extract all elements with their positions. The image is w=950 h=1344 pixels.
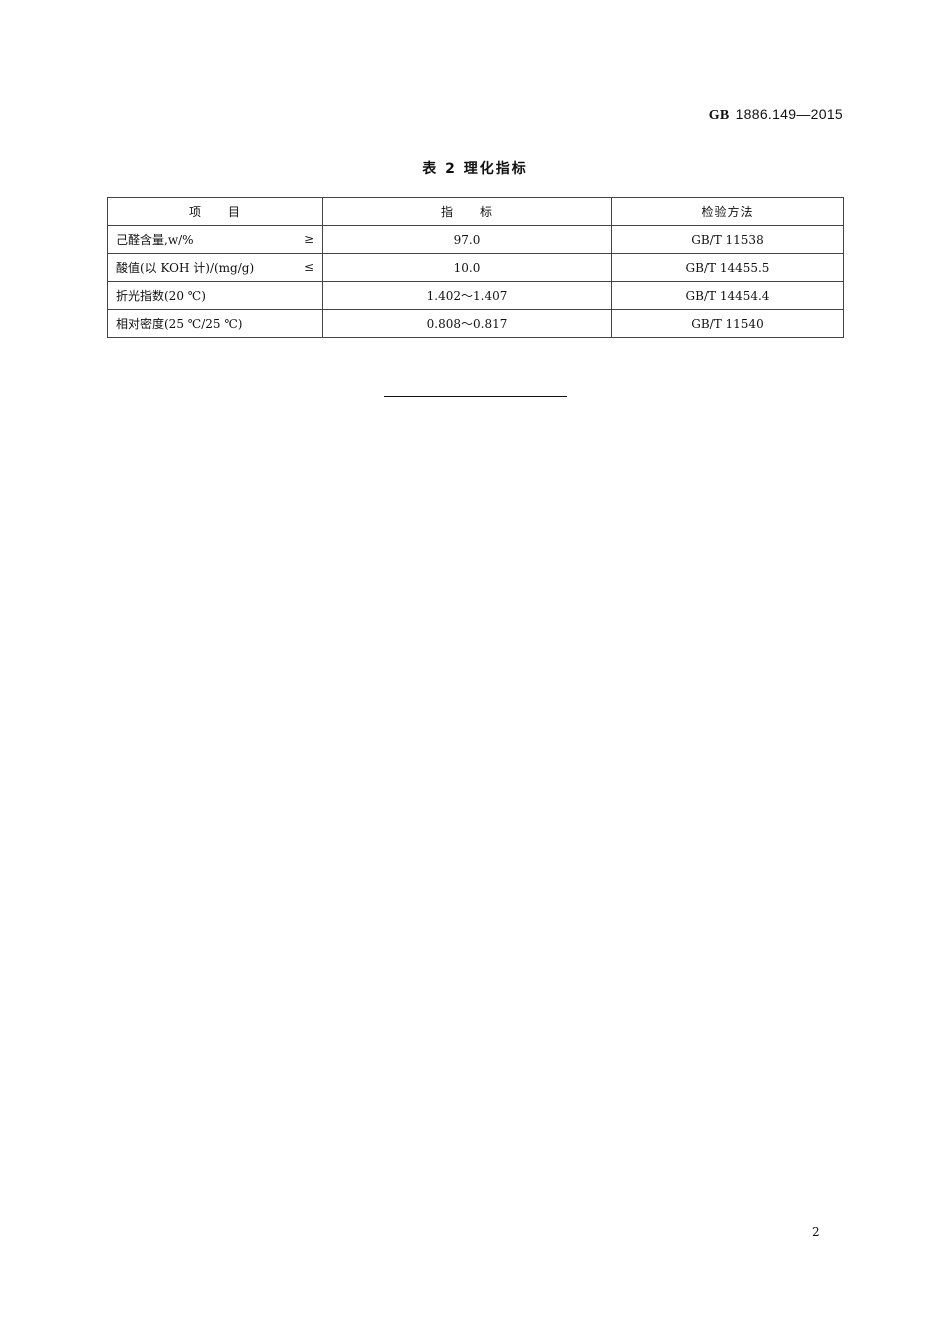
- table-row: 己醛含量,w/% ≥ 97.0 GB/T 11538: [107, 225, 844, 254]
- value-cell: 0.808～0.817: [322, 309, 612, 338]
- page-number: 2: [812, 1225, 820, 1239]
- value-cell: 10.0: [322, 253, 612, 282]
- column-header-item: 项 目: [107, 197, 323, 226]
- column-header-method: 检验方法: [611, 197, 844, 226]
- item-cell: 酸值(以 KOH 计)/(mg/g) ≤: [107, 253, 323, 282]
- table-row: 酸值(以 KOH 计)/(mg/g) ≤ 10.0 GB/T 14455.5: [107, 253, 844, 282]
- method-cell: GB/T 14454.4: [611, 281, 844, 310]
- column-header-value: 指 标: [322, 197, 612, 226]
- value-cell: 97.0: [322, 225, 612, 254]
- table-row: 相对密度(25 ℃/25 ℃) 0.808～0.817 GB/T 11540: [107, 309, 844, 338]
- item-label: 相对密度(25 ℃/25 ℃): [116, 317, 243, 331]
- item-cell: 己醛含量,w/% ≥: [107, 225, 323, 254]
- standard-prefix: GB: [708, 108, 730, 123]
- table-header-row: 项 目 指 标 检验方法: [107, 197, 844, 226]
- standard-number: GB 1886.149—2015: [709, 106, 843, 124]
- operator: ≥: [303, 232, 314, 246]
- physicochemical-table: 项 目 指 标 检验方法 己醛含量,w/% ≥ 97.0 GB/T 11538 酸…: [107, 197, 844, 338]
- item-cell: 折光指数(20 ℃): [107, 281, 323, 310]
- method-cell: GB/T 11538: [611, 225, 844, 254]
- end-rule: [384, 396, 567, 397]
- table-caption: 表 2 理化指标: [422, 161, 528, 177]
- item-label: 折光指数(20 ℃): [116, 289, 206, 303]
- method-cell: GB/T 11540: [611, 309, 844, 338]
- item-label: 己醛含量,w/%: [116, 233, 194, 247]
- method-cell: GB/T 14455.5: [611, 253, 844, 282]
- item-label: 酸值(以 KOH 计)/(mg/g): [116, 261, 255, 275]
- operator: ≤: [303, 260, 314, 274]
- item-cell: 相对密度(25 ℃/25 ℃): [107, 309, 323, 338]
- value-cell: 1.402～1.407: [322, 281, 612, 310]
- standard-code: 1886.149—2015: [735, 106, 843, 122]
- table-row: 折光指数(20 ℃) 1.402～1.407 GB/T 14454.4: [107, 281, 844, 310]
